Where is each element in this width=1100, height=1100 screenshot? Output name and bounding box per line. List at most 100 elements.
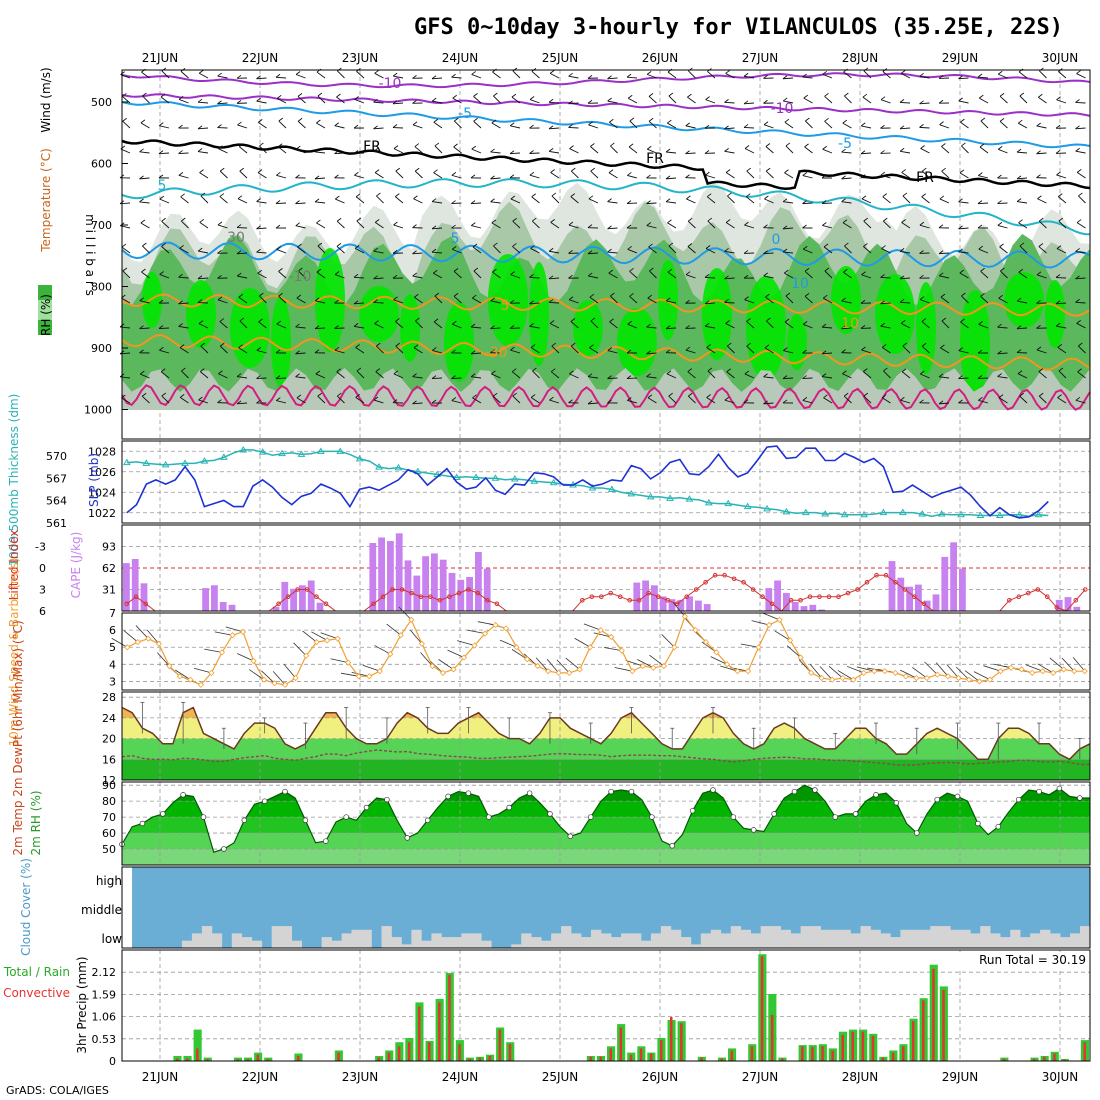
wind-barb bbox=[978, 76, 989, 79]
precip-convective-bar bbox=[337, 1052, 340, 1061]
wind-barb bbox=[589, 296, 599, 304]
rh-point bbox=[649, 814, 655, 820]
low-cloud-bar bbox=[471, 933, 482, 948]
wind-barb-flag bbox=[1075, 275, 1080, 280]
wind-barb bbox=[276, 97, 287, 104]
bottom-date-axis: 21JUN 22JUN 23JUN 24JUN 25JUN 26JUN 27JUN 28JUN… bbox=[142, 1070, 1079, 1084]
wind-speed-point bbox=[345, 659, 352, 666]
wind-barb bbox=[823, 397, 833, 404]
wind-barb bbox=[608, 172, 618, 179]
wind-barb-flag bbox=[821, 373, 827, 377]
wind-barb-flag bbox=[707, 367, 713, 372]
rh-legend-label: RH (%) bbox=[39, 294, 53, 336]
wind-barb-flag bbox=[765, 143, 771, 147]
wind-barb bbox=[1038, 371, 1047, 379]
wind-barb bbox=[373, 250, 384, 254]
wind-barb-flag bbox=[958, 198, 963, 203]
wind-barb bbox=[647, 397, 657, 404]
wind-barb bbox=[237, 124, 248, 129]
wind-barb-flag bbox=[841, 148, 846, 153]
pressure-axis-label: m i l l i b a r s bbox=[83, 214, 97, 296]
wind-barb-flag bbox=[629, 292, 634, 297]
cape-bar bbox=[395, 533, 403, 611]
wind-barb-flag bbox=[373, 98, 378, 103]
cape-tick-label: 62 bbox=[102, 562, 116, 575]
wind-barb bbox=[493, 95, 501, 104]
wind-barb-flag bbox=[823, 243, 829, 248]
rh-core bbox=[617, 308, 657, 376]
wind-barb bbox=[472, 246, 482, 254]
wind-barb-flag bbox=[997, 145, 1003, 150]
wind-barb bbox=[277, 146, 287, 154]
wind-barb bbox=[431, 77, 443, 80]
wind-barb-flag bbox=[434, 292, 440, 297]
wind-barb-flag bbox=[376, 192, 381, 197]
wind-barb-flag bbox=[491, 119, 497, 124]
cape-bar bbox=[818, 609, 825, 611]
wind-barb bbox=[569, 148, 579, 154]
wind-barb bbox=[123, 630, 139, 643]
wind-speed-point bbox=[124, 644, 131, 651]
wind-barb bbox=[548, 101, 560, 104]
wind-barb bbox=[687, 246, 696, 254]
wind-barb-flag bbox=[607, 347, 613, 351]
rh-tick-label: 60 bbox=[102, 827, 116, 840]
wind-barb-flag bbox=[295, 200, 300, 205]
wind-barb-flag bbox=[919, 124, 924, 128]
wind-barb-flag bbox=[236, 100, 242, 104]
wind-barb bbox=[471, 225, 482, 229]
wind-barb bbox=[1036, 349, 1047, 354]
wind-barb-flag bbox=[511, 93, 517, 98]
wind-speed-point bbox=[986, 676, 994, 683]
precip-convective-bar bbox=[468, 1058, 471, 1061]
rh-point bbox=[160, 811, 166, 817]
wind-barb bbox=[998, 73, 1008, 79]
wind-barb-flag bbox=[610, 142, 615, 147]
wind-barb bbox=[452, 248, 462, 254]
temp-panel-frame bbox=[121, 691, 1091, 781]
wind-barb bbox=[958, 100, 969, 104]
wind-speed-point bbox=[355, 673, 362, 680]
wind-barb-flag bbox=[668, 392, 673, 397]
rh-point bbox=[139, 820, 146, 827]
wind-barb-flag bbox=[646, 200, 651, 204]
wind-barb-flag bbox=[688, 392, 693, 397]
wind-barb-flag bbox=[414, 143, 420, 147]
low-cloud-bar bbox=[680, 937, 692, 948]
wind-barb bbox=[1016, 327, 1028, 330]
li-point bbox=[883, 572, 889, 578]
wind-barb-flag bbox=[782, 198, 788, 203]
wind-barb bbox=[607, 100, 618, 104]
wind-barb-flag bbox=[334, 150, 339, 155]
wind-barb-flag bbox=[842, 370, 847, 375]
cloud-level-label: middle bbox=[81, 903, 122, 917]
wind-barb-flag bbox=[1038, 243, 1044, 247]
wind-barb-flag bbox=[1036, 150, 1041, 155]
wind-barb-flag bbox=[470, 323, 476, 328]
wind-barb-flag bbox=[393, 370, 399, 375]
wind-barb bbox=[724, 277, 735, 280]
wind-speed-point bbox=[545, 668, 552, 675]
wind-barb bbox=[725, 323, 735, 329]
wind-barb bbox=[823, 246, 833, 254]
wind-speed-point bbox=[808, 669, 815, 676]
wind-barb-flag bbox=[451, 172, 457, 176]
wind-barb-flag bbox=[180, 193, 185, 198]
wind-barb-flag bbox=[158, 325, 164, 329]
wind-speed-point bbox=[524, 656, 531, 663]
slp-line bbox=[126, 445, 1049, 519]
cloud-level-label: low bbox=[102, 932, 123, 946]
wind-barb-flag bbox=[1018, 268, 1024, 273]
cape-bar bbox=[299, 585, 306, 611]
wind-barb-flag bbox=[473, 93, 478, 97]
wind-barb-flag bbox=[197, 247, 203, 252]
wind-barb bbox=[649, 270, 657, 279]
wind-speed-point bbox=[639, 662, 646, 670]
wind-barb bbox=[958, 201, 969, 204]
wind-barb-flag bbox=[940, 293, 946, 298]
wind-barb-flag bbox=[1075, 396, 1081, 401]
wind-barb-flag bbox=[725, 70, 730, 74]
wind-barb-flag bbox=[997, 174, 1002, 179]
wind-barb-flag bbox=[256, 97, 261, 102]
